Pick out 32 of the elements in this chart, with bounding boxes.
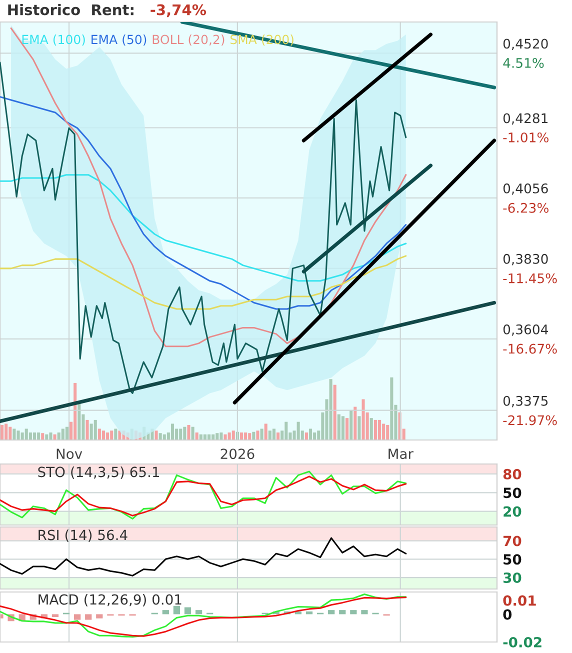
chart-title: RSI (14) 56.4 [38, 529, 128, 542]
text: BOLL (20,2) [152, 34, 224, 46]
chart-title: Historico Rent: [8, 4, 134, 16]
y-tick-label: 50 [504, 554, 522, 565]
y-tick-label: 70 [503, 536, 522, 546]
y-tick-label: 0,4520 [503, 38, 548, 50]
y2-tick-label: -21.97% [503, 415, 557, 426]
y-tick-label: -0.02 [503, 636, 542, 648]
y2-tick-label: 4.51% [503, 58, 544, 68]
x-tick-label: 2026 [220, 448, 254, 460]
text: EMA (100) [22, 34, 85, 46]
y-tick-label: 0,3604 [503, 324, 548, 336]
chart-title: STO (14,3,5) 65.1 [38, 466, 159, 479]
y2-tick-label: -16.67% [503, 344, 557, 354]
y-tick-label: 0.01 [503, 595, 536, 606]
chart-subtitle: -3,74% [150, 4, 206, 18]
y2-tick-label: -6.23% [503, 202, 549, 213]
y-tick-label: 0,4281 [503, 113, 548, 125]
y-tick-label: 0,3375 [503, 396, 548, 408]
y-tick-label: 20 [504, 506, 522, 517]
x-tick-label: Mar [388, 448, 414, 460]
y-tick-label: 0 [503, 609, 512, 620]
y-tick-label: 80 [503, 468, 522, 480]
y-tick-label: 0,3830 [503, 254, 548, 266]
y-tick-label: 0,4056 [503, 183, 548, 195]
x-tick-label: Nov [56, 448, 82, 460]
y2-tick-label: -1.01% [503, 132, 549, 142]
text: EMA (50) [92, 34, 146, 46]
y-tick-label: 30 [503, 572, 522, 583]
y2-tick-label: -11.45% [503, 273, 557, 284]
y-tick-label: 50 [504, 488, 522, 498]
chart-title: MACD (12,26,9) 0.01 [38, 594, 182, 606]
